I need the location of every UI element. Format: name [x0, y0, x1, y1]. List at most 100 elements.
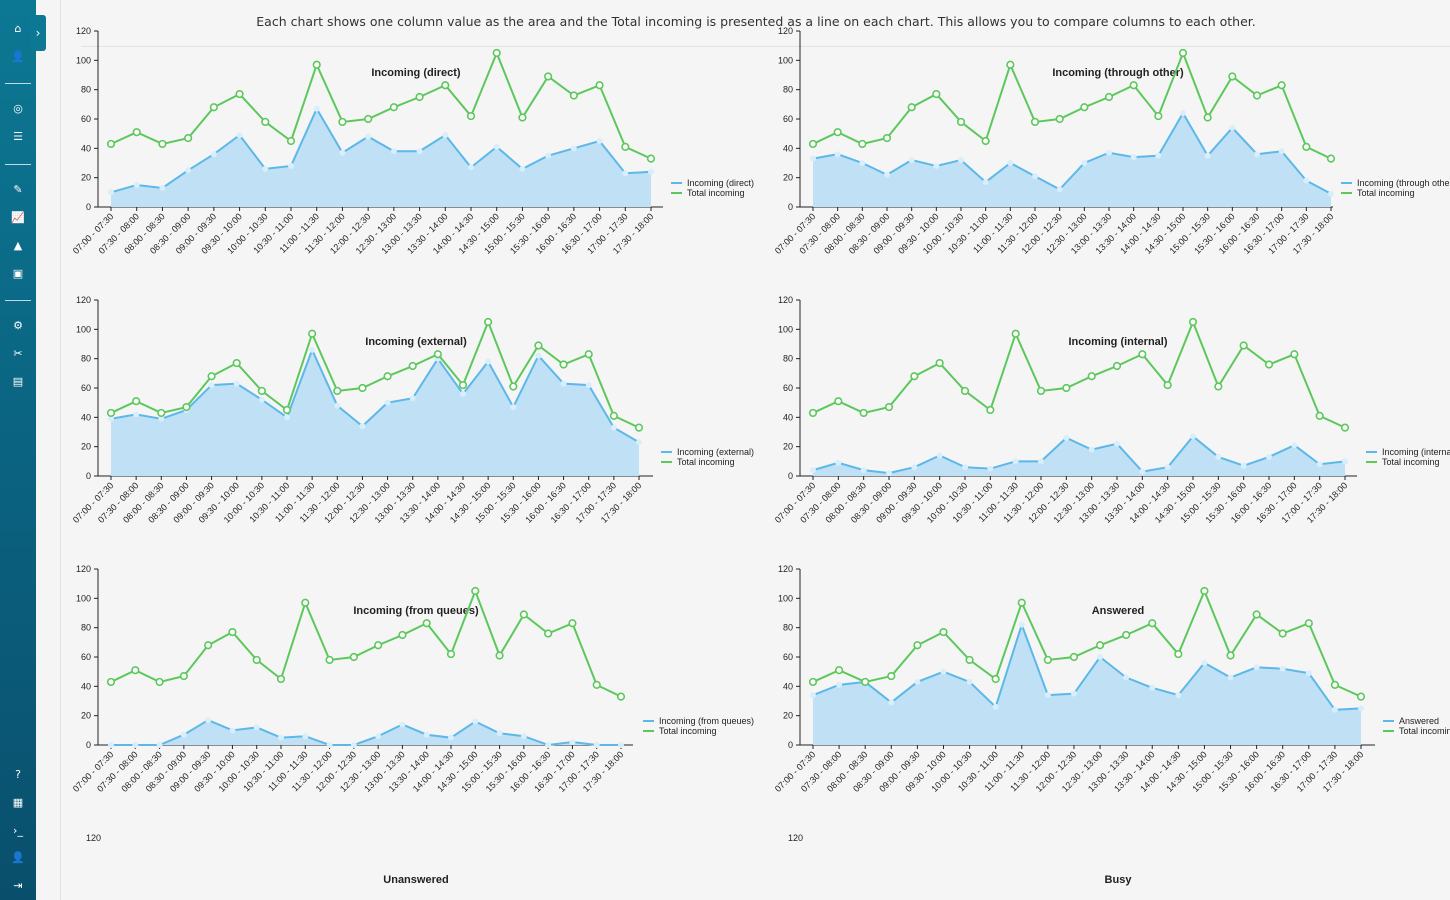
chart-5: Incoming (from queues)02040608010012007:…: [71, 564, 754, 794]
user-settings-icon[interactable]: 👤: [11, 850, 25, 864]
area-point: [933, 162, 940, 169]
total-point: [1036, 386, 1046, 396]
total-point: [939, 627, 948, 637]
area-point: [545, 152, 552, 159]
y-tick-label: 120: [76, 295, 91, 305]
total-point: [592, 680, 601, 689]
area-point: [1018, 621, 1025, 628]
area-point: [1056, 186, 1063, 193]
y-tick-label: 120: [76, 26, 91, 36]
legend-label: Incoming (external): [677, 447, 754, 457]
total-point: [568, 619, 577, 628]
y-tick-label: 40: [783, 412, 793, 422]
area-point: [1201, 659, 1208, 666]
area-point: [958, 157, 964, 164]
area-point: [1007, 160, 1014, 166]
y-tick-label: 40: [81, 681, 91, 691]
area-point: [460, 390, 466, 397]
total-point: [155, 677, 164, 687]
area-point: [593, 742, 600, 748]
area-point: [992, 703, 999, 710]
sidebar-toggle-button[interactable]: ›: [30, 15, 46, 51]
dashboard-icon[interactable]: ◎: [13, 101, 23, 115]
total-point: [544, 629, 553, 638]
total-point: [209, 103, 218, 112]
area-point: [108, 415, 114, 422]
tools-icon[interactable]: ✂: [13, 346, 23, 360]
y-tick-label: 40: [783, 143, 793, 153]
home-icon[interactable]: ⌂: [14, 21, 22, 35]
area-point: [859, 160, 866, 166]
total-point: [509, 382, 518, 391]
y-tick-label: 80: [783, 354, 793, 364]
total-point: [965, 655, 974, 665]
legend-label: Incoming (through other): [1357, 178, 1450, 188]
area-point: [350, 742, 357, 748]
area-point: [810, 155, 816, 162]
y-tick-label: 120: [778, 295, 793, 305]
y-tick-label: 80: [783, 85, 793, 95]
total-point: [1148, 619, 1157, 628]
area-point: [1342, 458, 1348, 465]
area-point: [1114, 440, 1120, 447]
chart-title: Incoming (external): [365, 336, 467, 348]
area-point: [180, 731, 187, 738]
chart-title: Incoming (direct): [371, 67, 461, 79]
total-point: [1252, 610, 1261, 619]
area-point: [1331, 706, 1338, 713]
legend-label: Answered: [1399, 716, 1439, 726]
area-point: [610, 424, 617, 431]
reports-icon[interactable]: ▣: [12, 266, 24, 280]
settings-icon[interactable]: ⚙: [13, 318, 23, 332]
help-icon[interactable]: ?: [15, 767, 21, 781]
area-point: [570, 145, 577, 152]
line-chart-icon[interactable]: 📈: [11, 210, 25, 224]
area-point: [448, 734, 454, 741]
y-tick-label: 40: [81, 412, 91, 422]
area-point: [399, 721, 406, 728]
total-point: [858, 139, 867, 149]
area-point: [545, 742, 552, 748]
user-icon[interactable]: 👤: [11, 49, 25, 63]
list-icon[interactable]: ☰: [13, 129, 23, 143]
legend-label: Incoming (from queues): [659, 716, 754, 726]
area-point: [519, 165, 526, 172]
total-point: [907, 103, 916, 112]
total-point: [834, 666, 844, 675]
total-point: [1017, 598, 1026, 607]
y-tick-label: 0: [788, 202, 793, 212]
calculator-icon[interactable]: ▦: [12, 795, 24, 809]
total-point: [960, 386, 970, 396]
total-point: [184, 133, 193, 143]
document-icon[interactable]: ▤: [12, 374, 24, 388]
total-point: [1154, 111, 1163, 121]
area-point: [1032, 173, 1038, 180]
area-point: [1328, 190, 1334, 197]
y-tick-label: 60: [81, 114, 91, 124]
terminal-icon[interactable]: ›_: [13, 823, 23, 837]
total-point: [158, 139, 167, 149]
area-chart-icon[interactable]: ▲: [13, 238, 23, 252]
legend-label: Total incoming: [1399, 726, 1450, 736]
total-point: [884, 402, 894, 412]
total-point: [981, 136, 990, 146]
total-point: [932, 89, 941, 99]
legend-label: Total incoming: [1382, 457, 1440, 467]
total-point: [1326, 154, 1336, 163]
y-tick-label: 40: [81, 143, 91, 153]
chart-title: Incoming (from queues): [353, 605, 479, 617]
logout-icon[interactable]: ⇥: [13, 878, 23, 892]
area-point: [1190, 433, 1196, 440]
total-point: [286, 136, 296, 146]
chart-edit-icon[interactable]: ✎: [13, 182, 23, 196]
total-point: [1277, 81, 1286, 90]
total-point: [887, 671, 896, 681]
y-tick-label: 80: [81, 354, 91, 364]
area-point: [108, 189, 114, 196]
area-point: [159, 184, 166, 191]
area-point: [1253, 664, 1260, 671]
total-point: [1112, 361, 1122, 371]
area-point: [648, 168, 654, 175]
